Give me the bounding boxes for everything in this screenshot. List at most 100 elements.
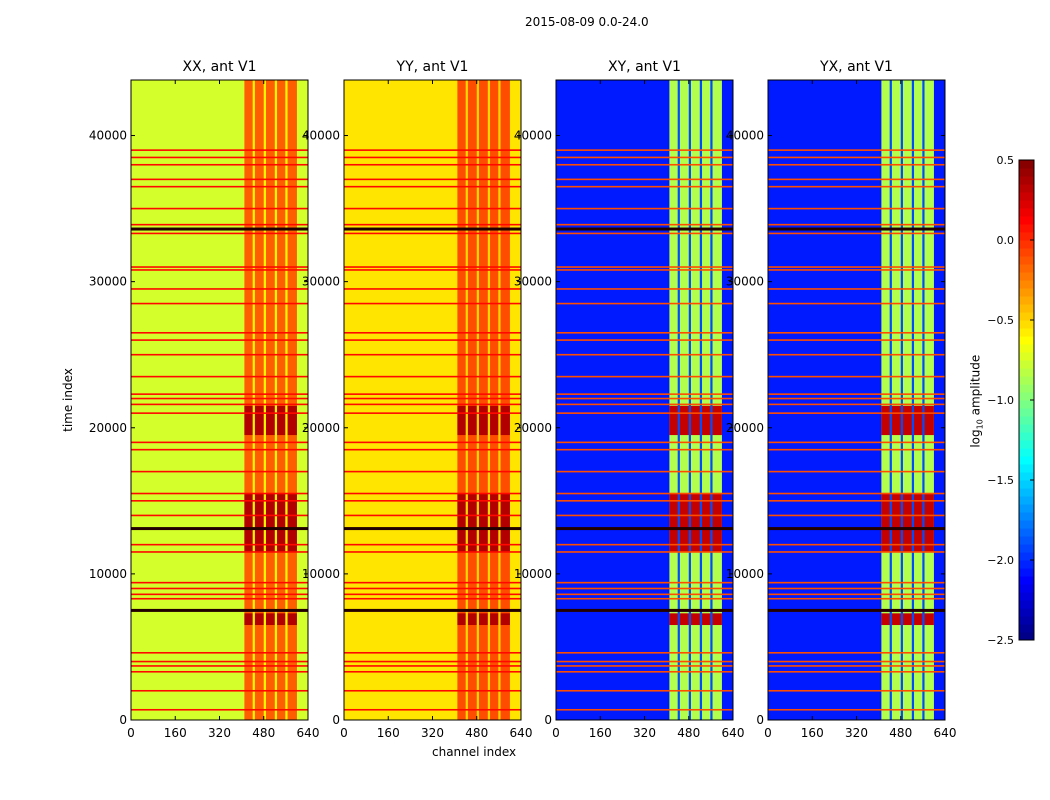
colorbar-segment: [1019, 592, 1034, 601]
heatmap-flagged-row: [768, 227, 945, 231]
heatmap-flagged-row: [344, 527, 521, 531]
colorbar-tick-label: 0.0: [997, 234, 1015, 247]
x-tick-label: 320: [633, 726, 656, 740]
heatmap-flagged-row: [344, 207, 521, 210]
heatmap-flagged-row: [556, 551, 733, 553]
panel-title-yx: YX, ant V1: [820, 59, 893, 75]
x-tick-label: 160: [377, 726, 400, 740]
heatmap-flagged-row: [556, 581, 733, 584]
heatmap-flagged-row: [131, 232, 308, 235]
heatmap-flagged-row: [344, 149, 521, 151]
heatmap-flagged-row: [556, 269, 733, 271]
x-tick-label: 480: [465, 726, 488, 740]
colorbar-segment: [1019, 416, 1034, 425]
heatmap-flagged-row: [556, 608, 733, 612]
heatmap-flagged-row: [768, 178, 945, 181]
heatmap-flagged-row: [131, 514, 308, 517]
heatmap-flagged-row: [768, 500, 945, 502]
colorbar-segment: [1019, 368, 1034, 377]
heatmap-hot-region: [669, 405, 722, 436]
heatmap-flagged-row: [556, 302, 733, 305]
colorbar-segment: [1019, 512, 1034, 521]
heatmap-flagged-row: [344, 689, 521, 692]
heatmap-flagged-row: [556, 500, 733, 502]
heatmap-flagged-row: [556, 223, 733, 226]
heatmap-flagged-row: [131, 441, 308, 444]
colorbar-segment: [1019, 264, 1034, 273]
y-tick-label: 0: [332, 713, 340, 727]
y-tick-label: 20000: [302, 421, 340, 435]
heatmap-flagged-row: [344, 543, 521, 546]
heatmap-flagged-row: [768, 339, 945, 341]
heatmap-gap-column: [285, 80, 288, 720]
heatmap-flagged-row: [131, 178, 308, 181]
heatmap-flagged-row: [556, 441, 733, 444]
heatmap-flagged-row: [556, 665, 733, 667]
heatmap-flagged-row: [768, 670, 945, 673]
x-tick-label: 640: [297, 726, 320, 740]
heatmap-flagged-row: [556, 149, 733, 151]
heatmap-flagged-row: [768, 689, 945, 692]
heatmap-hot-region: [669, 613, 722, 626]
colorbar-segment: [1019, 184, 1034, 193]
colorbar-segment: [1019, 424, 1034, 433]
heatmap-gap-column: [487, 80, 491, 720]
heatmap-flagged-row: [556, 331, 733, 334]
heatmap-flagged-row: [556, 514, 733, 517]
heatmap-flagged-row: [131, 156, 308, 159]
heatmap-flagged-row: [344, 665, 521, 667]
colorbar-segment: [1019, 568, 1034, 577]
heatmap-flagged-row: [344, 514, 521, 517]
heatmap-flagged-row: [344, 339, 521, 341]
heatmap-flagged-row: [131, 670, 308, 673]
heatmap-flagged-row: [768, 149, 945, 151]
y-tick-label: 40000: [514, 129, 552, 143]
colorbar-tick-label: −1.0: [987, 394, 1014, 407]
colorbar-segment: [1019, 456, 1034, 465]
heatmap-panel-1: 0 160 320 480 640 0 10000 20000 30000 40000: [302, 79, 533, 740]
heatmap-flagged-row: [131, 227, 308, 231]
heatmap-flagged-row: [768, 708, 945, 711]
heatmap-flagged-row: [768, 597, 945, 600]
heatmap-flagged-row: [768, 266, 945, 268]
colorbar-segment: [1019, 312, 1034, 321]
colorbar-segment: [1019, 632, 1034, 641]
heatmap-flagged-row: [768, 185, 945, 188]
colorbar-segment: [1019, 400, 1034, 409]
heatmap-hot-region: [881, 613, 934, 626]
heatmap-flagged-row: [344, 441, 521, 444]
heatmap-flagged-row: [344, 178, 521, 181]
heatmap-flagged-row: [768, 223, 945, 226]
heatmap-flagged-row: [344, 375, 521, 378]
heatmap-flagged-row: [556, 339, 733, 341]
colorbar-segment: [1019, 160, 1034, 169]
colorbar-segment: [1019, 528, 1034, 537]
x-tick-label: 640: [510, 726, 533, 740]
heatmap-panel-0: 0 160 320 480 640 0 10000 20000 30000 40000: [89, 79, 320, 740]
colorbar-segment: [1019, 280, 1034, 289]
x-tick-label: 160: [801, 726, 824, 740]
heatmap-flagged-row: [344, 608, 521, 612]
heatmap-flagged-row: [344, 670, 521, 673]
figure-title: 2015-08-09 0.0-24.0: [525, 15, 649, 29]
heatmap-flagged-row: [556, 353, 733, 356]
y-tick-label: 0: [756, 713, 764, 727]
heatmap-flagged-row: [344, 163, 521, 166]
colorbar-segment: [1019, 464, 1034, 473]
heatmap-flagged-row: [131, 597, 308, 600]
heatmap-flagged-row: [131, 492, 308, 495]
heatmap-flagged-row: [131, 660, 308, 663]
heatmap-gap-column: [263, 80, 266, 720]
y-tick-label: 30000: [302, 275, 340, 289]
heatmap-flagged-row: [131, 593, 308, 596]
y-tick-label: 10000: [302, 567, 340, 581]
heatmap-gap-column: [465, 80, 468, 720]
y-tick-label: 30000: [514, 275, 552, 289]
y-tick-label: 40000: [302, 129, 340, 143]
heatmap-flagged-row: [556, 156, 733, 159]
heatmap-flagged-row: [556, 587, 733, 590]
heatmap-hot-region: [244, 613, 297, 626]
colorbar-segment: [1019, 352, 1034, 361]
heatmap-flagged-row: [768, 665, 945, 667]
